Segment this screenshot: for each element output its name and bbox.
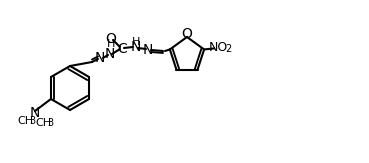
Text: H: H bbox=[132, 37, 140, 47]
Text: CH: CH bbox=[35, 118, 51, 128]
Text: O: O bbox=[182, 27, 193, 41]
Text: 3: 3 bbox=[47, 118, 53, 128]
Text: N: N bbox=[30, 106, 40, 120]
Text: CH: CH bbox=[17, 116, 33, 126]
Text: O: O bbox=[106, 32, 117, 46]
Text: N: N bbox=[143, 43, 153, 57]
Text: C: C bbox=[117, 42, 127, 56]
Text: 3: 3 bbox=[29, 116, 35, 126]
Text: N: N bbox=[105, 47, 115, 61]
Text: N: N bbox=[131, 40, 141, 54]
Text: H: H bbox=[107, 39, 115, 49]
Text: 2: 2 bbox=[225, 44, 231, 54]
Text: NO: NO bbox=[208, 41, 228, 54]
Text: N: N bbox=[95, 51, 105, 65]
